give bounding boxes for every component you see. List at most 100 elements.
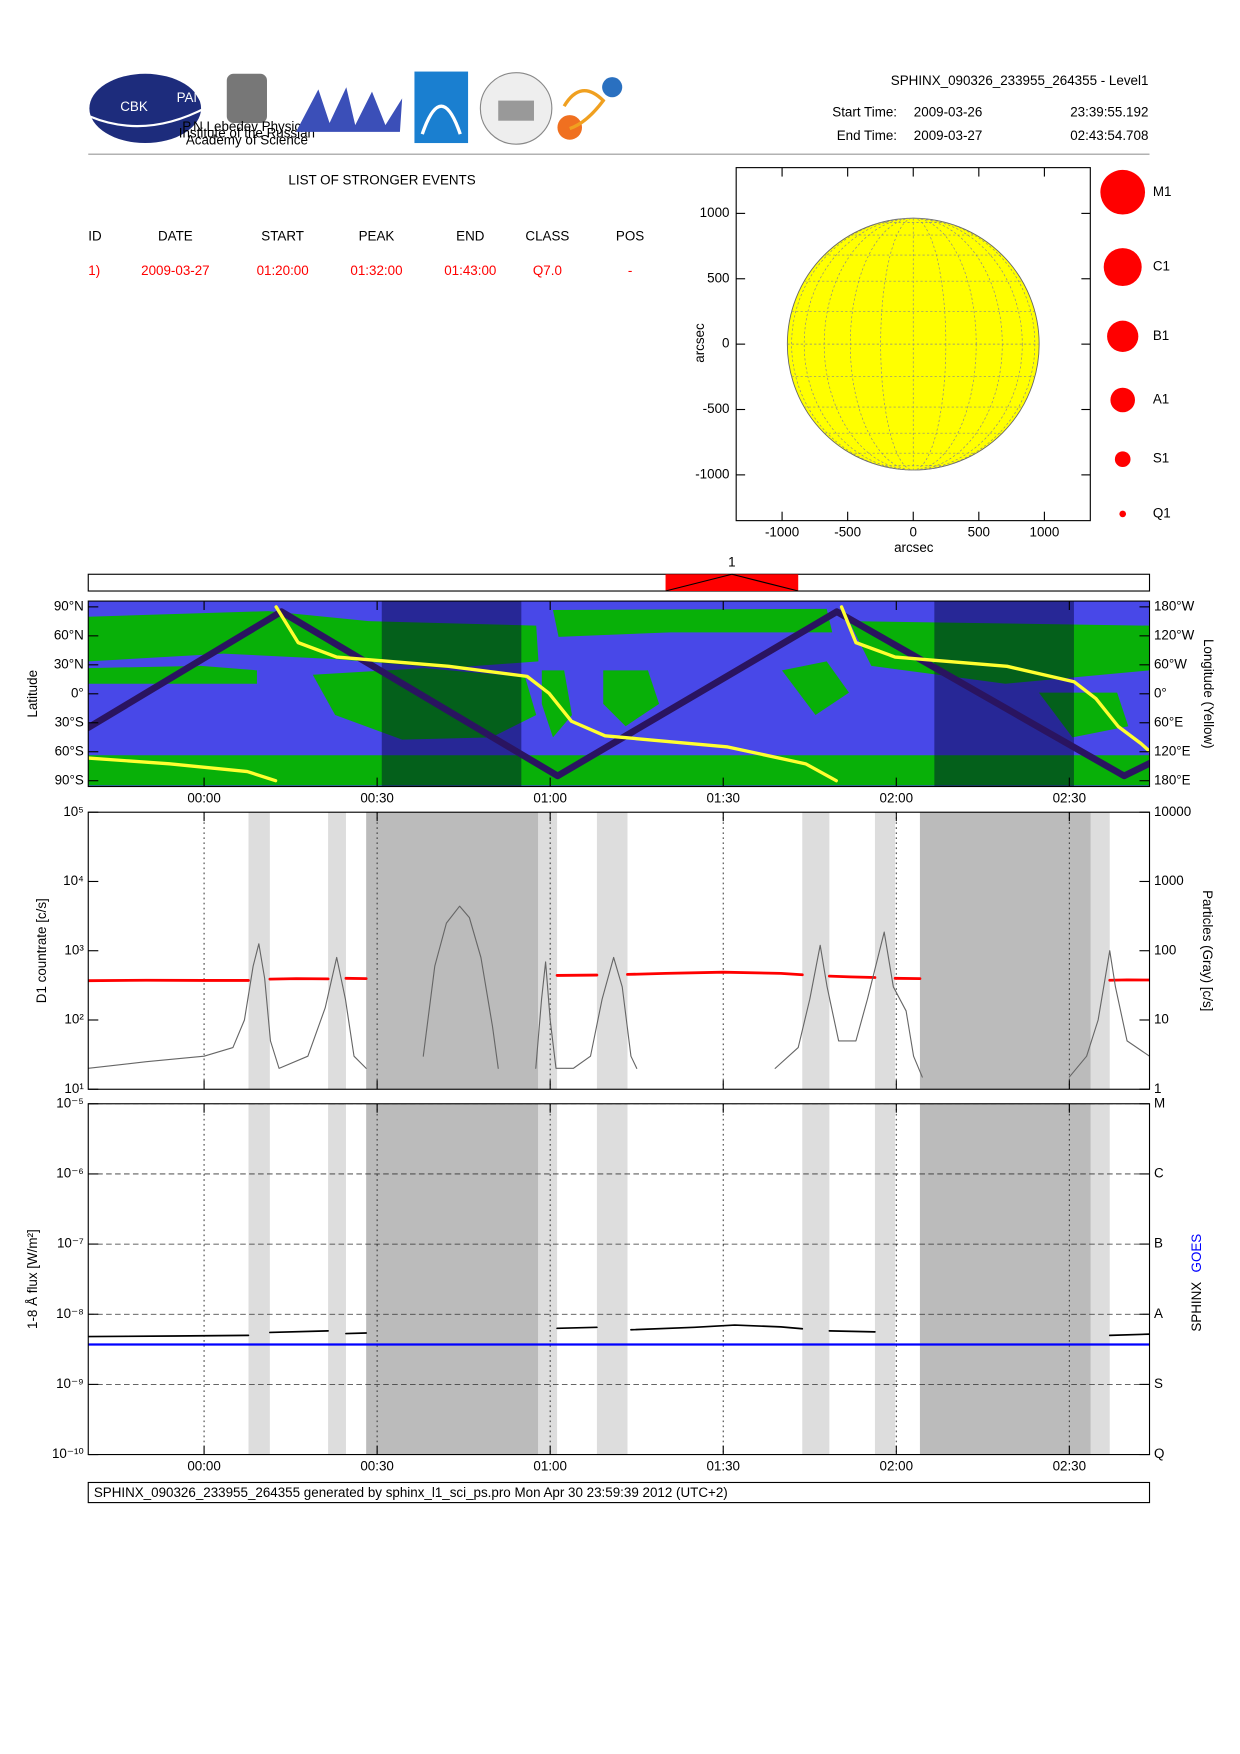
class-marker [1119, 510, 1127, 518]
x-tick-label: 01:30 [706, 1458, 740, 1473]
light-interval [328, 812, 346, 1090]
event-cell: - [628, 263, 632, 278]
event-cell: Q7.0 [533, 263, 562, 278]
x-tick-label: -1000 [765, 524, 799, 539]
column-header: CLASS [525, 228, 569, 243]
light-interval [328, 1103, 346, 1455]
y-tick-label: 1000 [700, 205, 730, 220]
dark-interval [366, 1103, 539, 1455]
lebedev-portrait [226, 73, 267, 123]
y-tick-label: 0° [71, 685, 84, 700]
y2-tick-label: 120°W [1154, 627, 1195, 642]
class-marker [1107, 320, 1139, 352]
y-tick-label: 60°N [54, 627, 84, 642]
column-header: DATE [158, 228, 193, 243]
plot-area [88, 601, 1150, 787]
y-tick-label: 90°S [55, 772, 84, 787]
lebedev-text: Institute of the Russian [179, 126, 315, 141]
land [312, 668, 537, 740]
events-title: LIST OF STRONGER EVENTS [288, 173, 475, 188]
x-tick-label: 02:30 [1053, 790, 1087, 805]
event-cell: 01:32:00 [350, 263, 402, 278]
x-tick-label: 00:00 [187, 790, 221, 805]
y2-tick-label: 60°E [1154, 714, 1183, 729]
x-tick-label: 500 [968, 524, 990, 539]
x-axis-label: arcsec [894, 540, 934, 555]
land [781, 661, 850, 716]
class-label: A1 [1153, 392, 1169, 407]
y-tick-label: 10⁻⁸ [56, 1306, 84, 1321]
light-interval [538, 812, 558, 1090]
y-tick-label: 500 [707, 270, 729, 285]
lebedev-text: Academy of Science [186, 132, 308, 147]
start-label: Start Time: [832, 104, 897, 119]
y-tick-label: 0 [722, 336, 729, 351]
y-axis-label: Latitude [25, 670, 40, 718]
event-cell: 2009-03-27 [141, 263, 210, 278]
y-tick-label: -1000 [695, 466, 729, 481]
y-axis-label: 1-8 Å flux [W/m²] [25, 1229, 40, 1329]
dark-interval [366, 812, 539, 1090]
x-tick-label: 00:30 [360, 1458, 394, 1473]
report-title: SPHINX_090326_233955_264355 - Level1 [891, 73, 1149, 88]
plot-area [88, 812, 1150, 1090]
y2-tick-label: 10 [1154, 1012, 1169, 1027]
y-tick-label: 10⁻¹⁰ [52, 1446, 84, 1461]
y-tick-label: 10⁻⁶ [56, 1165, 83, 1180]
light-interval [1090, 1103, 1110, 1455]
light-interval [874, 812, 896, 1090]
cbk-swoosh [88, 106, 208, 128]
class-label: Q1 [1153, 505, 1171, 520]
start-date: 2009-03-26 [914, 104, 983, 119]
column-header: POS [616, 228, 644, 243]
light-interval [248, 812, 270, 1090]
blue-logo-arc [420, 104, 462, 135]
event-label: 1 [728, 555, 735, 570]
y2-tick-label: B [1154, 1236, 1163, 1251]
y-tick-label: 10³ [64, 942, 84, 957]
footer: SPHINX_090326_233955_264355 generated by… [94, 1485, 728, 1500]
y-tick-label: 10² [64, 1012, 84, 1027]
event-cell: 01:20:00 [257, 263, 309, 278]
earth-logo [602, 77, 623, 98]
light-interval [538, 1103, 558, 1455]
class-label: S1 [1153, 451, 1169, 466]
dark-interval [934, 601, 1074, 787]
x-tick-label: 0 [910, 524, 917, 539]
legend-entry: SPHINX [1189, 1282, 1204, 1332]
land [88, 611, 539, 669]
series-line [88, 608, 1150, 780]
timeline-frame [87, 573, 1151, 592]
class-marker [1103, 248, 1142, 287]
dark-interval [919, 1103, 1091, 1455]
y-axis-label: arcsec [692, 323, 707, 363]
dark-interval [919, 812, 1091, 1090]
end-date: 2009-03-27 [914, 128, 983, 143]
x-tick-label: -500 [834, 524, 861, 539]
y-axis-label: D1 countrate [c/s] [34, 898, 49, 1003]
x-tick-label: 01:00 [533, 1458, 567, 1473]
y-tick-label: 90°N [54, 598, 84, 613]
column-header: PEAK [359, 228, 395, 243]
series-line [88, 970, 1150, 983]
event-bar [665, 574, 799, 592]
map-background [88, 601, 1150, 787]
x-tick-label: 01:00 [533, 790, 567, 805]
start-time: 23:39:55.192 [1070, 104, 1148, 119]
plot-area [88, 1103, 1150, 1455]
y-tick-label: 30°N [54, 656, 84, 671]
event-pointer [731, 573, 799, 592]
end-label: End Time: [837, 128, 897, 143]
plot-frame [87, 1103, 1151, 1456]
y-tick-label: 30°S [55, 714, 84, 729]
y2-tick-label: 1 [1154, 1081, 1161, 1096]
y2-tick-label: 100 [1154, 942, 1176, 957]
land [849, 621, 1150, 684]
class-label: B1 [1153, 328, 1169, 343]
end-time: 02:43:54.708 [1070, 128, 1148, 143]
light-interval [248, 1103, 270, 1455]
y-tick-label: -500 [703, 401, 730, 416]
disk-grid [787, 217, 1040, 471]
